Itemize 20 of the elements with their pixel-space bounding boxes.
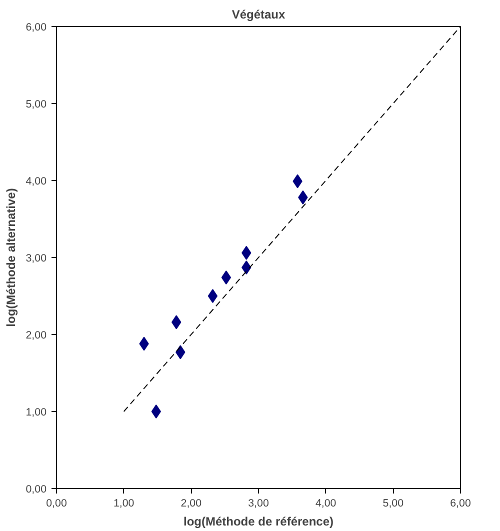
y-tick-label: 6,00 bbox=[26, 22, 47, 34]
y-axis-title: log(Méthode alternative) bbox=[4, 188, 18, 327]
chart-title: Végétaux bbox=[232, 8, 286, 22]
y-tick-label: 1,00 bbox=[26, 406, 47, 418]
y-tick-label: 4,00 bbox=[26, 176, 47, 188]
point bbox=[151, 404, 161, 418]
x-axis-title: log(Méthode de référence) bbox=[183, 514, 334, 528]
x-tick-label: 1,00 bbox=[113, 498, 134, 510]
x-tick-label: 3,00 bbox=[248, 498, 269, 510]
y-tick-label: 3,00 bbox=[26, 252, 47, 264]
x-tick-label: 4,00 bbox=[315, 498, 336, 510]
x-tick-label: 2,00 bbox=[180, 498, 202, 510]
point bbox=[208, 289, 218, 303]
x-tick-label: 5,00 bbox=[382, 498, 404, 510]
y-tick-label: 5,00 bbox=[26, 98, 47, 110]
x-tick-label: 6,00 bbox=[450, 498, 471, 510]
point bbox=[221, 270, 232, 285]
y-tick-label: 0,00 bbox=[26, 484, 47, 496]
y-tick-label: 2,00 bbox=[26, 330, 47, 342]
x-tick-label: 0,00 bbox=[46, 498, 67, 510]
